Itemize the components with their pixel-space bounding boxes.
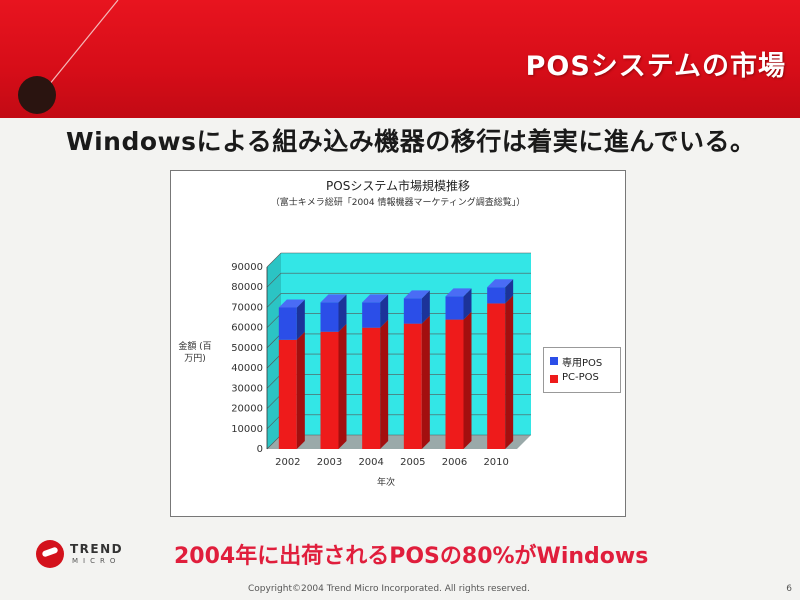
bar-dedicated-pos-2004 <box>362 302 381 328</box>
x-tick-label: 2004 <box>358 457 383 468</box>
y-tick-label: 0 <box>257 444 263 455</box>
x-tick-label: 2005 <box>400 457 425 468</box>
y-tick-label: 60000 <box>231 323 263 334</box>
slide-tagline: 2004年に出荷されるPOSの80%がWindows <box>174 544 649 569</box>
bar-dedicated-pos-2003 <box>320 302 339 332</box>
copyright-notice: Copyright©2004 Trend Micro Incorporated.… <box>248 584 530 594</box>
bar-side-dedicated-pos-2003 <box>338 294 347 332</box>
chart-side-wall <box>267 253 281 449</box>
x-tick-label: 2006 <box>442 457 467 468</box>
bar-side-pc-pos-2002 <box>296 331 305 449</box>
bar-pc-pos-2004 <box>362 327 381 449</box>
bar-dedicated-pos-2002 <box>278 307 297 340</box>
page-number: 6 <box>786 584 792 594</box>
y-tick-label: 90000 <box>231 262 263 273</box>
bar-top-dedicated-pos-2006 <box>445 288 472 297</box>
bar-dedicated-pos-2010 <box>487 287 506 304</box>
bar-pc-pos-2010 <box>487 303 506 449</box>
slide-title: POSシステムの市場 <box>525 51 786 82</box>
legend-swatch-dedicated-pos <box>550 357 558 365</box>
bar-dedicated-pos-2006 <box>445 296 464 320</box>
gridline-depth <box>266 293 282 308</box>
bar-side-pc-pos-2010 <box>505 295 514 449</box>
bar-side-pc-pos-2005 <box>421 315 430 449</box>
y-tick-label: 50000 <box>231 343 263 354</box>
logo-text-top: TREND <box>70 542 124 556</box>
y-tick-label: 80000 <box>231 282 263 293</box>
y-tick-label: 30000 <box>231 383 263 394</box>
y-tick-label: 10000 <box>231 424 263 435</box>
bar-side-pc-pos-2004 <box>380 319 389 449</box>
slide-subtitle: Windowsによる組み込み機器の移行は着実に進んでいる。 <box>66 127 756 156</box>
bar-dedicated-pos-2005 <box>403 298 422 324</box>
y-axis-label: 金額 (百万円) <box>178 342 212 364</box>
x-axis-label: 年次 <box>377 478 396 488</box>
bar-side-dedicated-pos-2002 <box>296 299 305 340</box>
logo-text-bottom: MICRO <box>72 557 121 565</box>
gridline-depth <box>266 434 282 450</box>
legend-swatch-pc-pos <box>550 375 558 383</box>
x-tick-label: 2003 <box>317 457 342 468</box>
legend-label-dedicated-pos: 専用POS <box>562 358 603 369</box>
gridline-depth <box>266 374 282 389</box>
bar-top-dedicated-pos-2002 <box>278 299 305 308</box>
gridline-depth <box>266 353 282 369</box>
chart-subtitle: （富士キメラ総研「2004 情報機器マーケティング調査総覧」） <box>270 198 526 208</box>
bar-chart: 0 10000 20000 30000 40000 50000 60000 70000 8000… <box>231 252 531 468</box>
bar-pc-pos-2002 <box>278 339 297 449</box>
bar-top-dedicated-pos-2005 <box>403 290 430 299</box>
header-diagonal-line <box>39 0 119 97</box>
y-tick-label: 70000 <box>231 302 263 313</box>
gridline-depth <box>266 313 282 328</box>
x-tick-label: 2010 <box>483 457 508 468</box>
gridline-depth <box>266 414 282 429</box>
chart-legend: 専用POS PC-POS <box>543 347 621 393</box>
bar-pc-pos-2003 <box>320 331 339 449</box>
slide-header: POSシステムの市場 <box>0 0 800 118</box>
y-tick-label: 20000 <box>231 404 263 415</box>
bar-side-dedicated-pos-2006 <box>463 288 472 320</box>
legend-label-pc-pos: PC-POS <box>562 372 599 383</box>
bar-side-dedicated-pos-2004 <box>380 294 389 328</box>
trend-micro-logo: TREND MICRO <box>36 540 146 570</box>
bar-top-dedicated-pos-2003 <box>320 294 347 303</box>
gridline-depth <box>266 394 282 409</box>
bar-top-dedicated-pos-2004 <box>362 294 389 303</box>
bar-side-dedicated-pos-2005 <box>421 290 430 324</box>
header-dot <box>18 76 56 114</box>
chart-container: 0 10000 20000 30000 40000 50000 60000 70000 8000… <box>170 170 626 517</box>
bar-side-dedicated-pos-2010 <box>505 279 514 304</box>
bar-side-pc-pos-2003 <box>338 323 347 449</box>
bar-side-pc-pos-2006 <box>463 311 472 449</box>
gridline-depth <box>266 252 282 268</box>
gridline-depth <box>266 333 282 349</box>
chart-title: POSシステム市場規模推移 <box>326 179 470 193</box>
logo-mark-icon <box>36 540 64 568</box>
x-tick-label: 2002 <box>275 457 300 468</box>
bar-top-dedicated-pos-2010 <box>487 279 514 288</box>
gridline-depth <box>266 273 282 288</box>
bar-pc-pos-2005 <box>403 323 422 449</box>
bar-pc-pos-2006 <box>445 319 464 449</box>
y-tick-label: 40000 <box>231 363 263 374</box>
